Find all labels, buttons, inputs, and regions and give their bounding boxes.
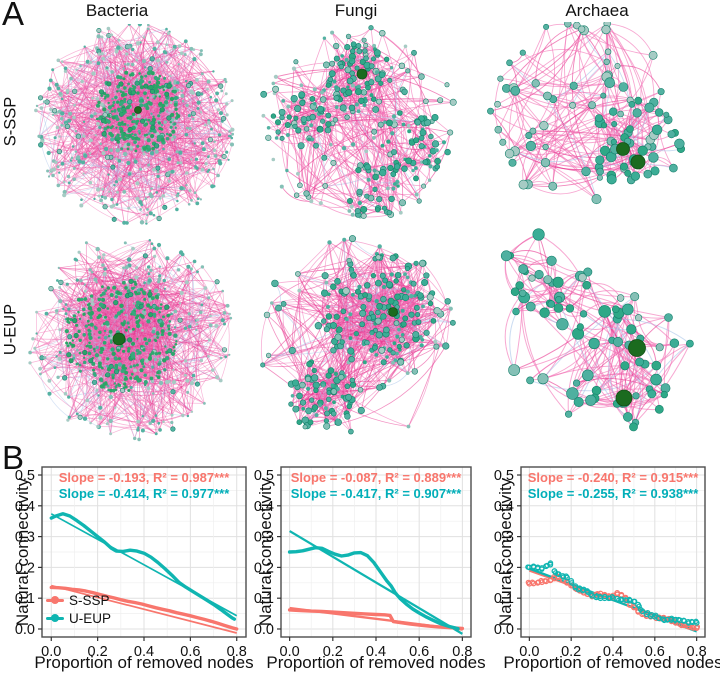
svg-text:0.0: 0.0 xyxy=(254,622,274,638)
svg-text:0.1: 0.1 xyxy=(494,591,514,607)
svg-text:0.8: 0.8 xyxy=(227,644,247,660)
svg-text:0.2: 0.2 xyxy=(15,560,35,576)
network-archaea-ueup xyxy=(500,228,694,432)
row-label-sssp: S-SSP xyxy=(1,96,20,147)
svg-text:0.2: 0.2 xyxy=(88,644,108,660)
network-bacteria-ueup xyxy=(28,239,233,442)
svg-text:0.2: 0.2 xyxy=(254,560,274,576)
chart-bacteria-connectivity: 0.0 0.1 0.2 0.3 0.4 0.5 0.0 0.2 0.4 0.6 0.8 xyxy=(15,466,247,660)
legend-line-dot-icon xyxy=(46,592,64,608)
svg-text:0.5: 0.5 xyxy=(254,468,274,484)
svg-text:0.1: 0.1 xyxy=(15,591,35,607)
column-title-bacteria: Bacteria xyxy=(85,1,149,20)
annotation-slope-sssp-bacteria: Slope = -0.193, R² = 0.987*** xyxy=(58,470,230,485)
svg-text:0.4: 0.4 xyxy=(134,644,154,660)
panel-a-label: A xyxy=(2,0,25,32)
legend-line-dot-icon xyxy=(46,610,64,626)
annotation-slope-ueup-fungi: Slope = -0.417, R² = 0.907*** xyxy=(290,486,462,501)
svg-text:0.5: 0.5 xyxy=(494,468,514,484)
legend-item-sssp: S-SSP xyxy=(46,592,111,608)
panel-b-label: B xyxy=(2,439,25,476)
chart-legend: S-SSP U-EUP xyxy=(46,592,111,626)
svg-text:0.3: 0.3 xyxy=(15,530,35,546)
svg-text:0.2: 0.2 xyxy=(561,644,581,660)
legend-item-ueup: U-EUP xyxy=(46,610,111,626)
svg-text:0.5: 0.5 xyxy=(15,468,35,484)
annotation-slope-ueup-archaea: Slope = -0.255, R² = 0.938*** xyxy=(527,486,699,501)
svg-text:0.0: 0.0 xyxy=(494,622,514,638)
svg-text:0.6: 0.6 xyxy=(645,644,665,660)
x-axis-label-1: Proportion of removed nodes xyxy=(34,653,254,672)
column-title-fungi: Fungi xyxy=(334,1,378,20)
svg-text:0.6: 0.6 xyxy=(180,644,200,660)
svg-text:0.4: 0.4 xyxy=(603,644,623,660)
svg-text:0.1: 0.1 xyxy=(254,591,274,607)
annotation-slope-sssp-archaea: Slope = -0.240, R² = 0.915*** xyxy=(527,470,699,485)
svg-text:0.2: 0.2 xyxy=(494,560,514,576)
svg-text:0.2: 0.2 xyxy=(323,644,343,660)
y-axis-label-1: Natural connectivity xyxy=(13,477,32,627)
network-fungi-sssp xyxy=(260,25,457,219)
chart-fungi-connectivity: 0.0 0.1 0.2 0.3 0.4 0.5 0.0 0.2 0.4 0.6 0.8 xyxy=(254,466,472,660)
svg-text:0.3: 0.3 xyxy=(254,530,274,546)
svg-text:0.0: 0.0 xyxy=(41,644,61,660)
svg-text:0.4: 0.4 xyxy=(254,499,274,515)
svg-text:0.6: 0.6 xyxy=(409,644,429,660)
svg-text:0.4: 0.4 xyxy=(494,499,514,515)
chart-archaea-connectivity: 0.0 0.1 0.2 0.3 0.4 0.5 0.0 0.2 0.4 0.6 0.8 xyxy=(494,466,707,660)
svg-text:0.0: 0.0 xyxy=(519,644,539,660)
network-fungi-ueup xyxy=(260,235,456,435)
svg-text:0.0: 0.0 xyxy=(15,622,35,638)
svg-text:0.8: 0.8 xyxy=(452,644,472,660)
svg-text:0.8: 0.8 xyxy=(687,644,707,660)
svg-text:0.4: 0.4 xyxy=(366,644,386,660)
x-axis-label-3: Proportion of removed nodes xyxy=(503,653,720,672)
network-archaea-sssp xyxy=(487,22,685,205)
annotation-slope-ueup-bacteria: Slope = -0.414, R² = 0.977*** xyxy=(58,486,230,501)
svg-text:0.3: 0.3 xyxy=(494,530,514,546)
annotation-slope-sssp-fungi: Slope = -0.087, R² = 0.889*** xyxy=(290,470,462,485)
network-bacteria-sssp xyxy=(34,24,235,225)
svg-text:0.4: 0.4 xyxy=(15,499,35,515)
column-title-archaea: Archaea xyxy=(565,1,629,20)
x-axis-label-2: Proportion of removed nodes xyxy=(266,653,486,672)
svg-text:0.0: 0.0 xyxy=(280,644,300,660)
row-label-ueup: U-EUP xyxy=(1,303,20,356)
